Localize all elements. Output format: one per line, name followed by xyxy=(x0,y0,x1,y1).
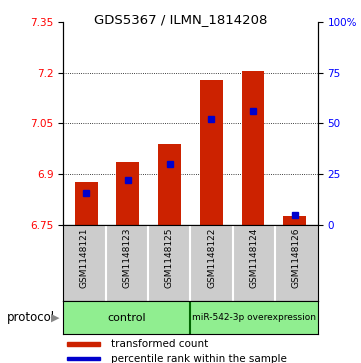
Bar xyxy=(116,162,139,225)
Text: GSM1148126: GSM1148126 xyxy=(292,227,301,288)
Text: transformed count: transformed count xyxy=(110,339,208,349)
Text: protocol: protocol xyxy=(7,311,55,324)
Text: ▶: ▶ xyxy=(51,313,60,323)
Bar xyxy=(75,182,97,225)
Text: GSM1148121: GSM1148121 xyxy=(80,227,89,288)
Bar xyxy=(158,144,181,225)
FancyBboxPatch shape xyxy=(67,342,100,346)
FancyBboxPatch shape xyxy=(67,357,100,360)
Text: GSM1148123: GSM1148123 xyxy=(122,227,131,288)
Text: percentile rank within the sample: percentile rank within the sample xyxy=(110,354,286,363)
Text: GSM1148125: GSM1148125 xyxy=(165,227,174,288)
Bar xyxy=(283,216,306,225)
Text: control: control xyxy=(108,313,146,323)
Text: GSM1148122: GSM1148122 xyxy=(207,227,216,288)
Text: miR-542-3p overexpression: miR-542-3p overexpression xyxy=(192,313,316,322)
Text: GSM1148124: GSM1148124 xyxy=(249,227,258,288)
Bar xyxy=(242,71,265,225)
Bar xyxy=(200,80,223,225)
Text: GDS5367 / ILMN_1814208: GDS5367 / ILMN_1814208 xyxy=(94,13,267,26)
